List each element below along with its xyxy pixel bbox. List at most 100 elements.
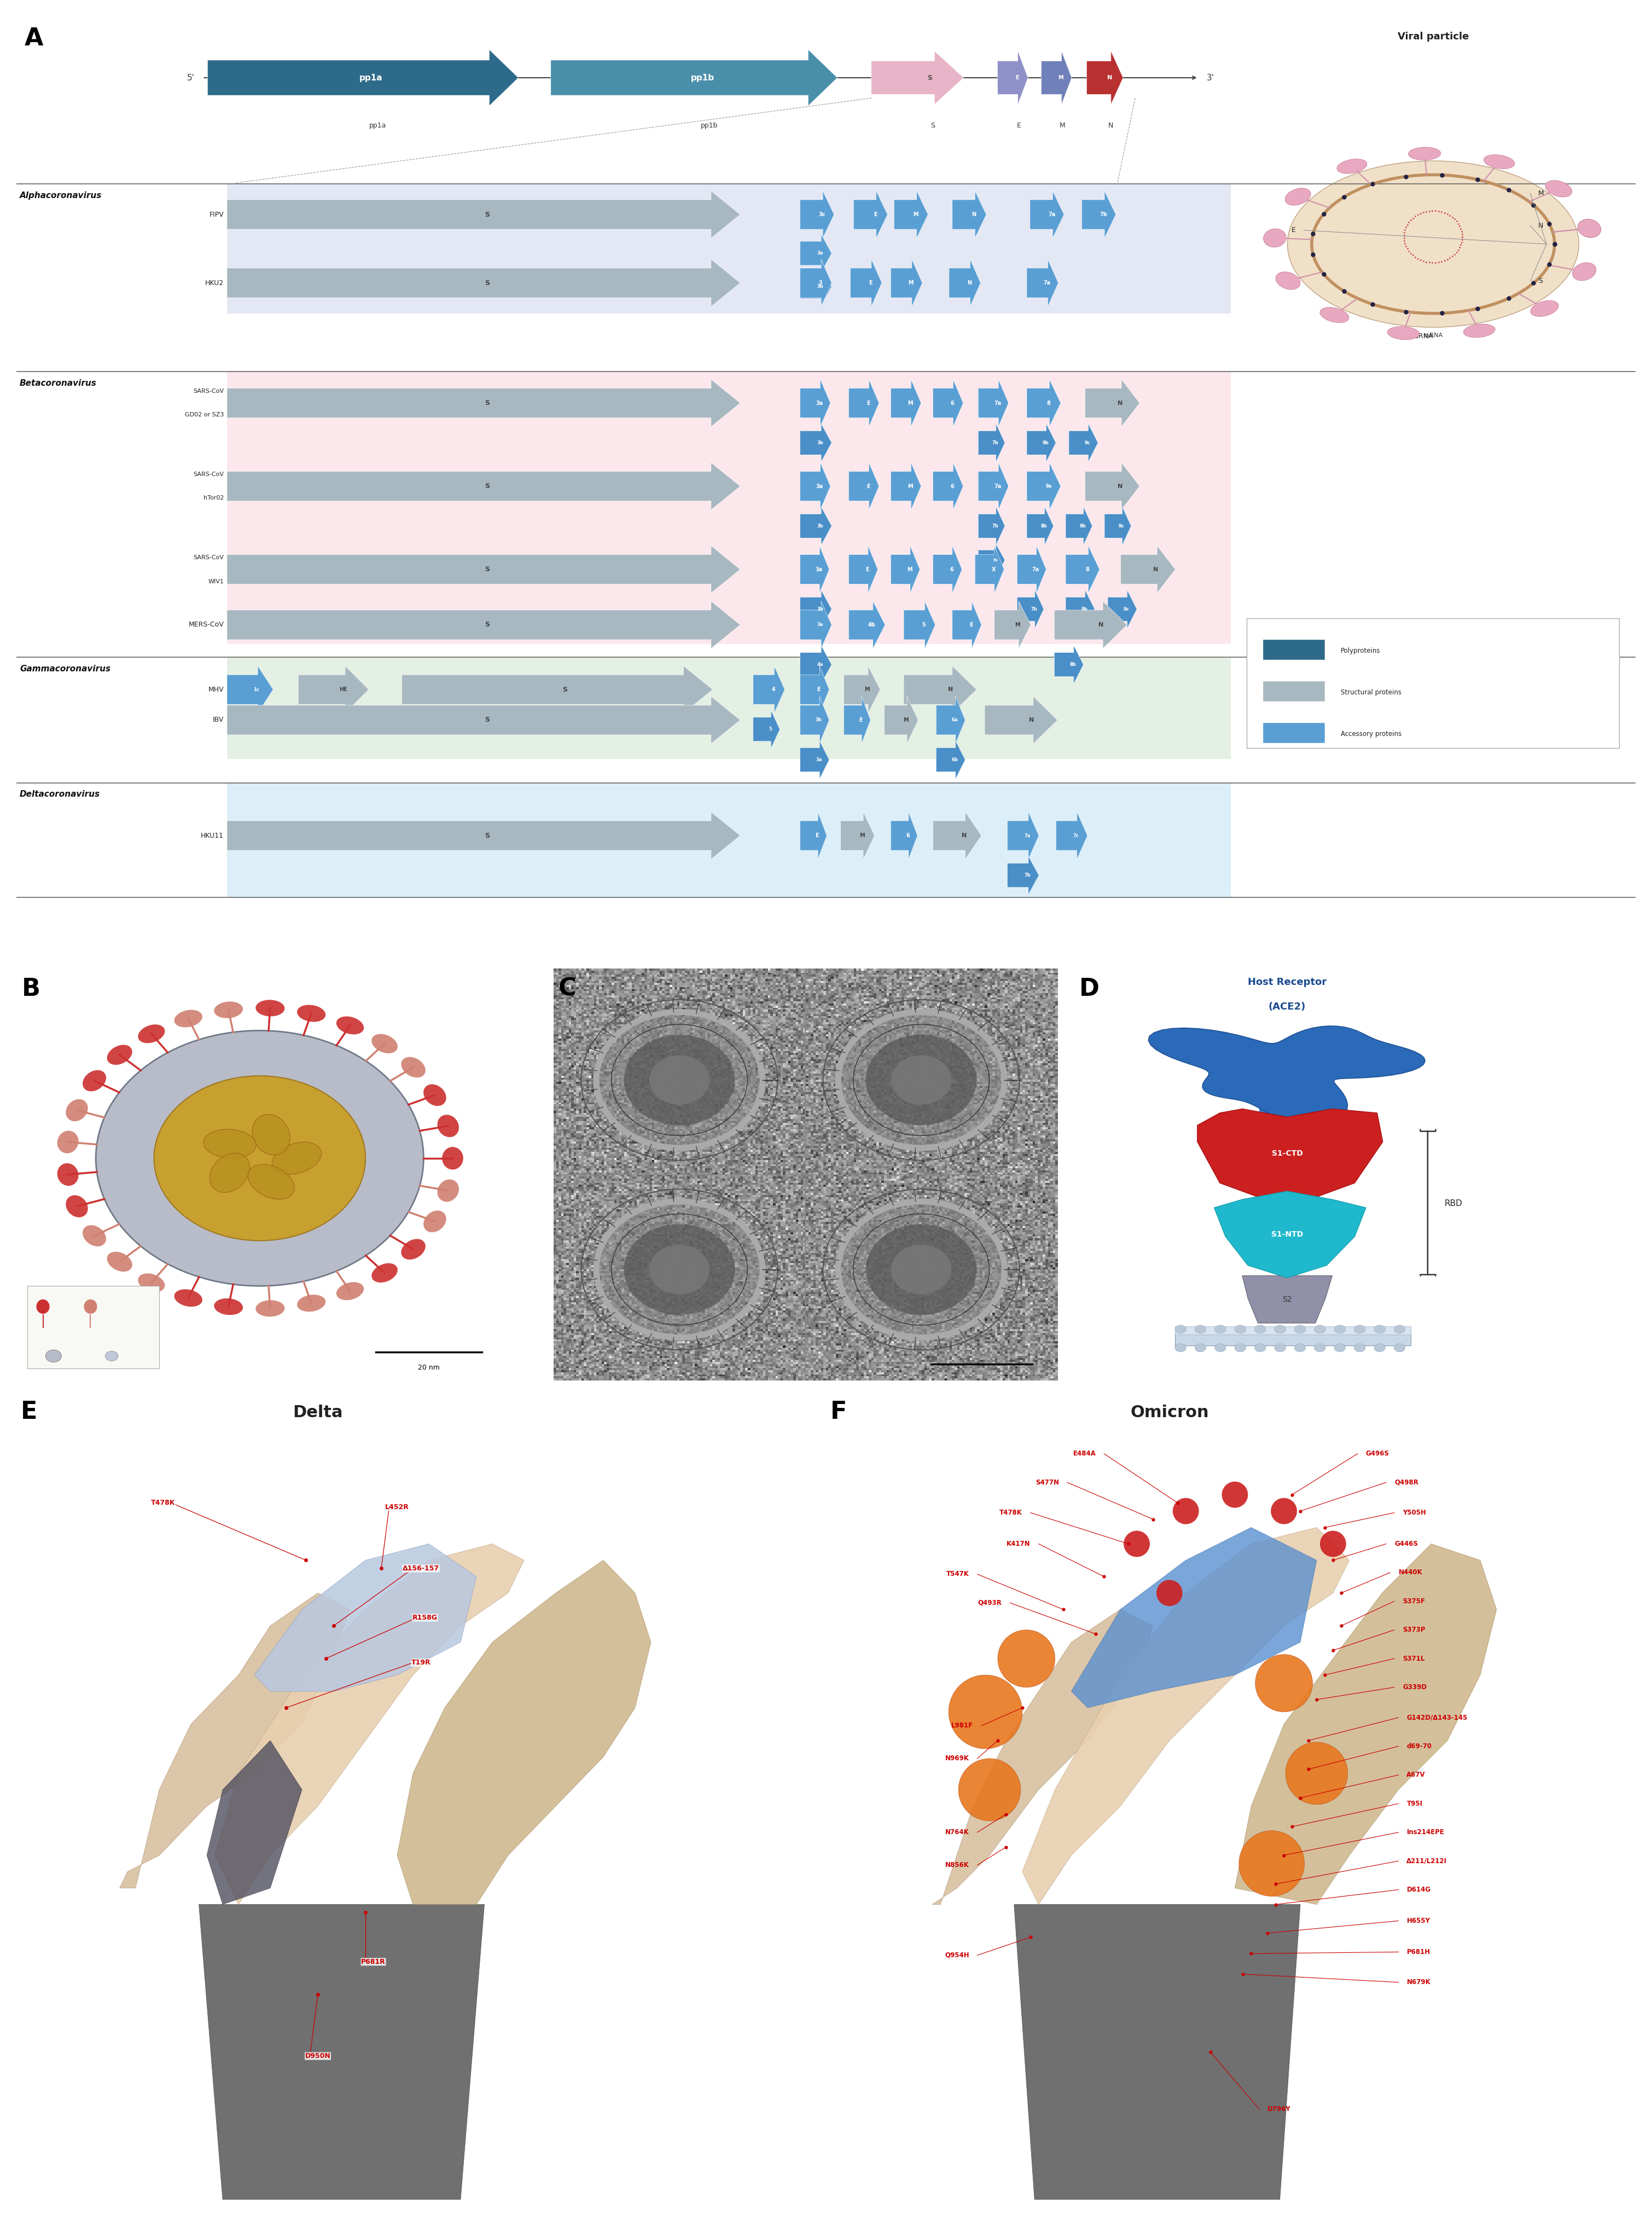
FancyArrow shape (1028, 508, 1054, 546)
Text: 3a: 3a (816, 757, 821, 762)
Circle shape (1222, 1481, 1247, 1508)
FancyArrow shape (226, 192, 740, 238)
Text: K417N: K417N (1006, 1541, 1031, 1548)
Text: Structural proteins: Structural proteins (1341, 688, 1401, 695)
Text: hTor02: hTor02 (203, 494, 223, 501)
FancyArrow shape (978, 463, 1008, 510)
Text: N: N (1538, 223, 1543, 229)
FancyArrow shape (978, 543, 1004, 577)
Circle shape (866, 1036, 976, 1125)
Ellipse shape (83, 1071, 106, 1091)
Circle shape (998, 1630, 1056, 1688)
Text: 9c: 9c (1085, 441, 1090, 445)
FancyArrow shape (800, 258, 831, 307)
Text: L981F: L981F (952, 1721, 973, 1730)
Text: 6b: 6b (952, 757, 958, 762)
Polygon shape (119, 1592, 350, 1888)
Ellipse shape (1483, 154, 1515, 169)
Circle shape (1194, 1325, 1206, 1334)
FancyArrow shape (1018, 546, 1046, 592)
FancyArrow shape (998, 51, 1028, 105)
Text: HKU2: HKU2 (205, 278, 223, 287)
FancyArrow shape (937, 742, 965, 779)
Circle shape (1320, 1530, 1346, 1557)
FancyArrow shape (226, 697, 740, 744)
Text: S2: S2 (1282, 1296, 1292, 1303)
Text: T547K: T547K (947, 1570, 970, 1577)
Text: 3: 3 (818, 281, 823, 285)
Text: 9b: 9b (1042, 441, 1049, 445)
FancyArrow shape (844, 666, 881, 713)
Circle shape (1234, 1343, 1246, 1352)
Ellipse shape (58, 1131, 79, 1154)
Bar (226, 657, 1231, 759)
Text: One RBD up: One RBD up (78, 1338, 102, 1345)
Text: pp1b: pp1b (691, 73, 714, 82)
Text: Accessory proteins: Accessory proteins (1341, 730, 1401, 737)
Circle shape (649, 1245, 710, 1294)
Circle shape (1214, 1325, 1226, 1334)
Ellipse shape (1320, 307, 1350, 323)
Circle shape (1285, 1742, 1348, 1804)
Ellipse shape (215, 1298, 243, 1314)
Text: 3b: 3b (818, 606, 823, 612)
Text: Δ211/L212I: Δ211/L212I (1406, 1857, 1447, 1864)
Text: M: M (1059, 122, 1066, 129)
Text: S1-NTD: S1-NTD (1272, 1232, 1303, 1238)
FancyArrow shape (904, 601, 935, 648)
FancyArrow shape (995, 601, 1031, 648)
FancyArrow shape (1085, 463, 1140, 510)
FancyArrow shape (978, 379, 1008, 428)
FancyArrow shape (948, 258, 981, 307)
Ellipse shape (438, 1180, 459, 1203)
Text: B: B (21, 978, 40, 1000)
FancyArrow shape (849, 546, 877, 592)
Bar (1259, 1093, 1315, 1127)
FancyArrow shape (800, 267, 831, 305)
Ellipse shape (107, 1044, 132, 1065)
Ellipse shape (438, 1116, 459, 1138)
Text: M: M (907, 483, 914, 490)
FancyArrow shape (933, 379, 963, 428)
Text: E: E (20, 1401, 36, 1423)
Circle shape (866, 1225, 976, 1314)
Polygon shape (1014, 1904, 1300, 2200)
Bar (226, 185, 1231, 314)
Text: N: N (1108, 122, 1113, 129)
FancyArrow shape (1056, 813, 1087, 860)
Text: L452R: L452R (385, 1503, 410, 1510)
Circle shape (1234, 1325, 1246, 1334)
Bar (1247, 619, 1619, 748)
Text: GD02 or SZ3: GD02 or SZ3 (185, 412, 223, 419)
Circle shape (106, 1352, 117, 1361)
Text: E: E (866, 483, 871, 490)
Polygon shape (1023, 1528, 1350, 1904)
Polygon shape (396, 1561, 651, 1904)
Circle shape (1256, 1655, 1313, 1713)
Text: D614G: D614G (1406, 1886, 1431, 1893)
Text: 9b: 9b (1080, 606, 1087, 612)
Ellipse shape (58, 1162, 79, 1185)
Text: 3a: 3a (816, 483, 823, 490)
FancyArrow shape (849, 601, 885, 648)
FancyArrow shape (952, 601, 981, 648)
Text: S: S (484, 212, 489, 218)
Polygon shape (1148, 1027, 1426, 1125)
Circle shape (1335, 1325, 1345, 1334)
Text: 3a: 3a (818, 621, 823, 628)
Text: SARS-CoV: SARS-CoV (193, 387, 223, 394)
Text: S1-CTD: S1-CTD (1272, 1149, 1303, 1158)
Text: 6a: 6a (952, 717, 958, 722)
Text: N969K: N969K (945, 1755, 970, 1762)
Text: T478K: T478K (150, 1499, 175, 1505)
Circle shape (838, 1203, 1004, 1338)
Circle shape (1394, 1343, 1406, 1352)
Text: E: E (818, 686, 821, 693)
Text: 3b: 3b (818, 285, 823, 290)
Text: d69-70: d69-70 (1406, 1744, 1432, 1750)
Polygon shape (207, 1742, 302, 1904)
FancyArrow shape (800, 423, 831, 461)
Text: 6: 6 (950, 483, 955, 490)
Text: N: N (966, 281, 971, 285)
Text: M: M (864, 686, 869, 693)
